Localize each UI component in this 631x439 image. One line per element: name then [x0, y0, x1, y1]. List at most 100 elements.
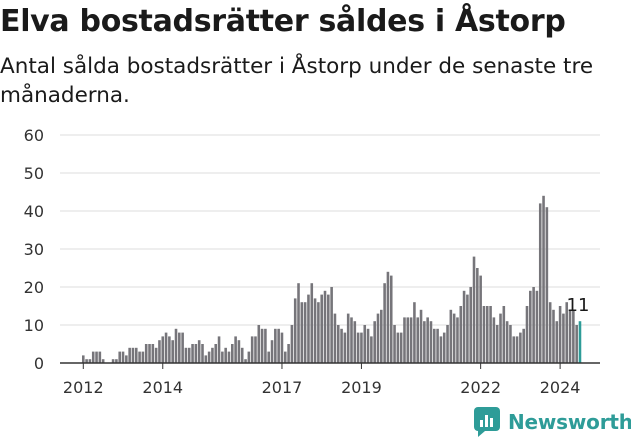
bar — [330, 287, 333, 363]
bar — [353, 321, 357, 363]
bar — [462, 290, 466, 363]
bar — [406, 317, 410, 363]
bar — [373, 321, 376, 363]
bar — [267, 351, 271, 363]
bar — [274, 328, 277, 363]
bar — [393, 325, 396, 363]
latest-value-label: 11 — [567, 295, 590, 316]
bar — [254, 336, 257, 363]
bar — [178, 332, 181, 363]
bar — [270, 340, 274, 363]
bar — [300, 302, 304, 363]
bar — [310, 283, 314, 363]
bar — [161, 336, 165, 363]
bar — [419, 309, 423, 363]
bar — [134, 347, 138, 363]
bar — [370, 336, 373, 363]
page-title: Elva bostadsrätter såldes i Åstorp — [0, 4, 566, 39]
bar — [277, 328, 280, 363]
bar — [237, 340, 241, 363]
bar — [442, 332, 446, 363]
bar — [98, 351, 102, 363]
bar — [403, 317, 406, 363]
chart-bars — [82, 195, 582, 363]
x-axis: 2012 2014 2017 2019 2022 2024 — [60, 362, 600, 397]
bar — [250, 336, 254, 363]
bar — [495, 325, 499, 363]
bar — [436, 328, 439, 363]
bar — [111, 359, 115, 363]
bar — [204, 355, 208, 363]
bar — [515, 336, 519, 363]
bar — [466, 294, 469, 363]
bar — [459, 306, 463, 363]
bar — [187, 347, 191, 363]
bar — [307, 294, 310, 363]
bar — [575, 325, 578, 363]
bar — [214, 344, 218, 363]
brand-name: Newsworthy — [508, 410, 631, 434]
bar — [317, 302, 320, 363]
bar — [164, 332, 168, 363]
bar — [449, 309, 453, 363]
page-subtitle: Antal sålda bostadsrätter i Åstorp under… — [0, 54, 594, 108]
bar — [356, 332, 360, 363]
bar — [260, 328, 264, 363]
bar — [399, 332, 403, 363]
bar — [545, 207, 549, 363]
bar — [211, 347, 214, 363]
bar — [519, 332, 522, 363]
bar — [340, 328, 343, 363]
bar — [85, 359, 88, 363]
bar — [343, 332, 347, 363]
bar — [429, 321, 433, 363]
bar — [141, 351, 145, 363]
newsworthy-logo-icon — [474, 407, 500, 437]
chart-annotations: 11 — [567, 295, 590, 316]
bar — [174, 328, 178, 363]
bar — [327, 294, 330, 363]
bar — [303, 302, 307, 363]
bar — [320, 294, 323, 363]
bar — [396, 332, 400, 363]
bar — [416, 317, 420, 363]
bar — [380, 309, 383, 363]
bar — [227, 351, 231, 363]
y-tick-label: 60 — [24, 126, 44, 145]
bar — [383, 283, 386, 363]
bar — [522, 328, 525, 363]
bar — [446, 325, 449, 363]
bar — [244, 359, 247, 363]
bar — [439, 336, 443, 363]
bar — [101, 359, 105, 363]
y-axis: 0 10 20 30 40 50 60 — [24, 126, 44, 373]
bar — [492, 317, 496, 363]
bar — [144, 344, 148, 363]
bar — [456, 317, 459, 363]
bar — [386, 271, 390, 363]
bar — [432, 328, 436, 363]
bar — [131, 347, 135, 363]
bar — [568, 309, 572, 363]
bar — [280, 332, 284, 363]
bar — [287, 344, 290, 363]
bar — [118, 351, 121, 363]
bar — [502, 306, 506, 363]
bar — [297, 283, 300, 363]
bar — [224, 347, 227, 363]
bar — [125, 355, 128, 363]
bar — [217, 336, 221, 363]
bar — [505, 321, 509, 363]
bar — [283, 351, 287, 363]
bar — [91, 351, 95, 363]
bar — [499, 313, 502, 363]
bar — [168, 336, 171, 363]
y-tick-label: 10 — [24, 316, 44, 335]
bar — [360, 332, 363, 363]
bar — [572, 309, 575, 363]
bar — [82, 355, 85, 363]
bar — [201, 344, 204, 363]
bar — [535, 290, 539, 363]
bar — [482, 306, 486, 363]
bar — [525, 306, 529, 363]
